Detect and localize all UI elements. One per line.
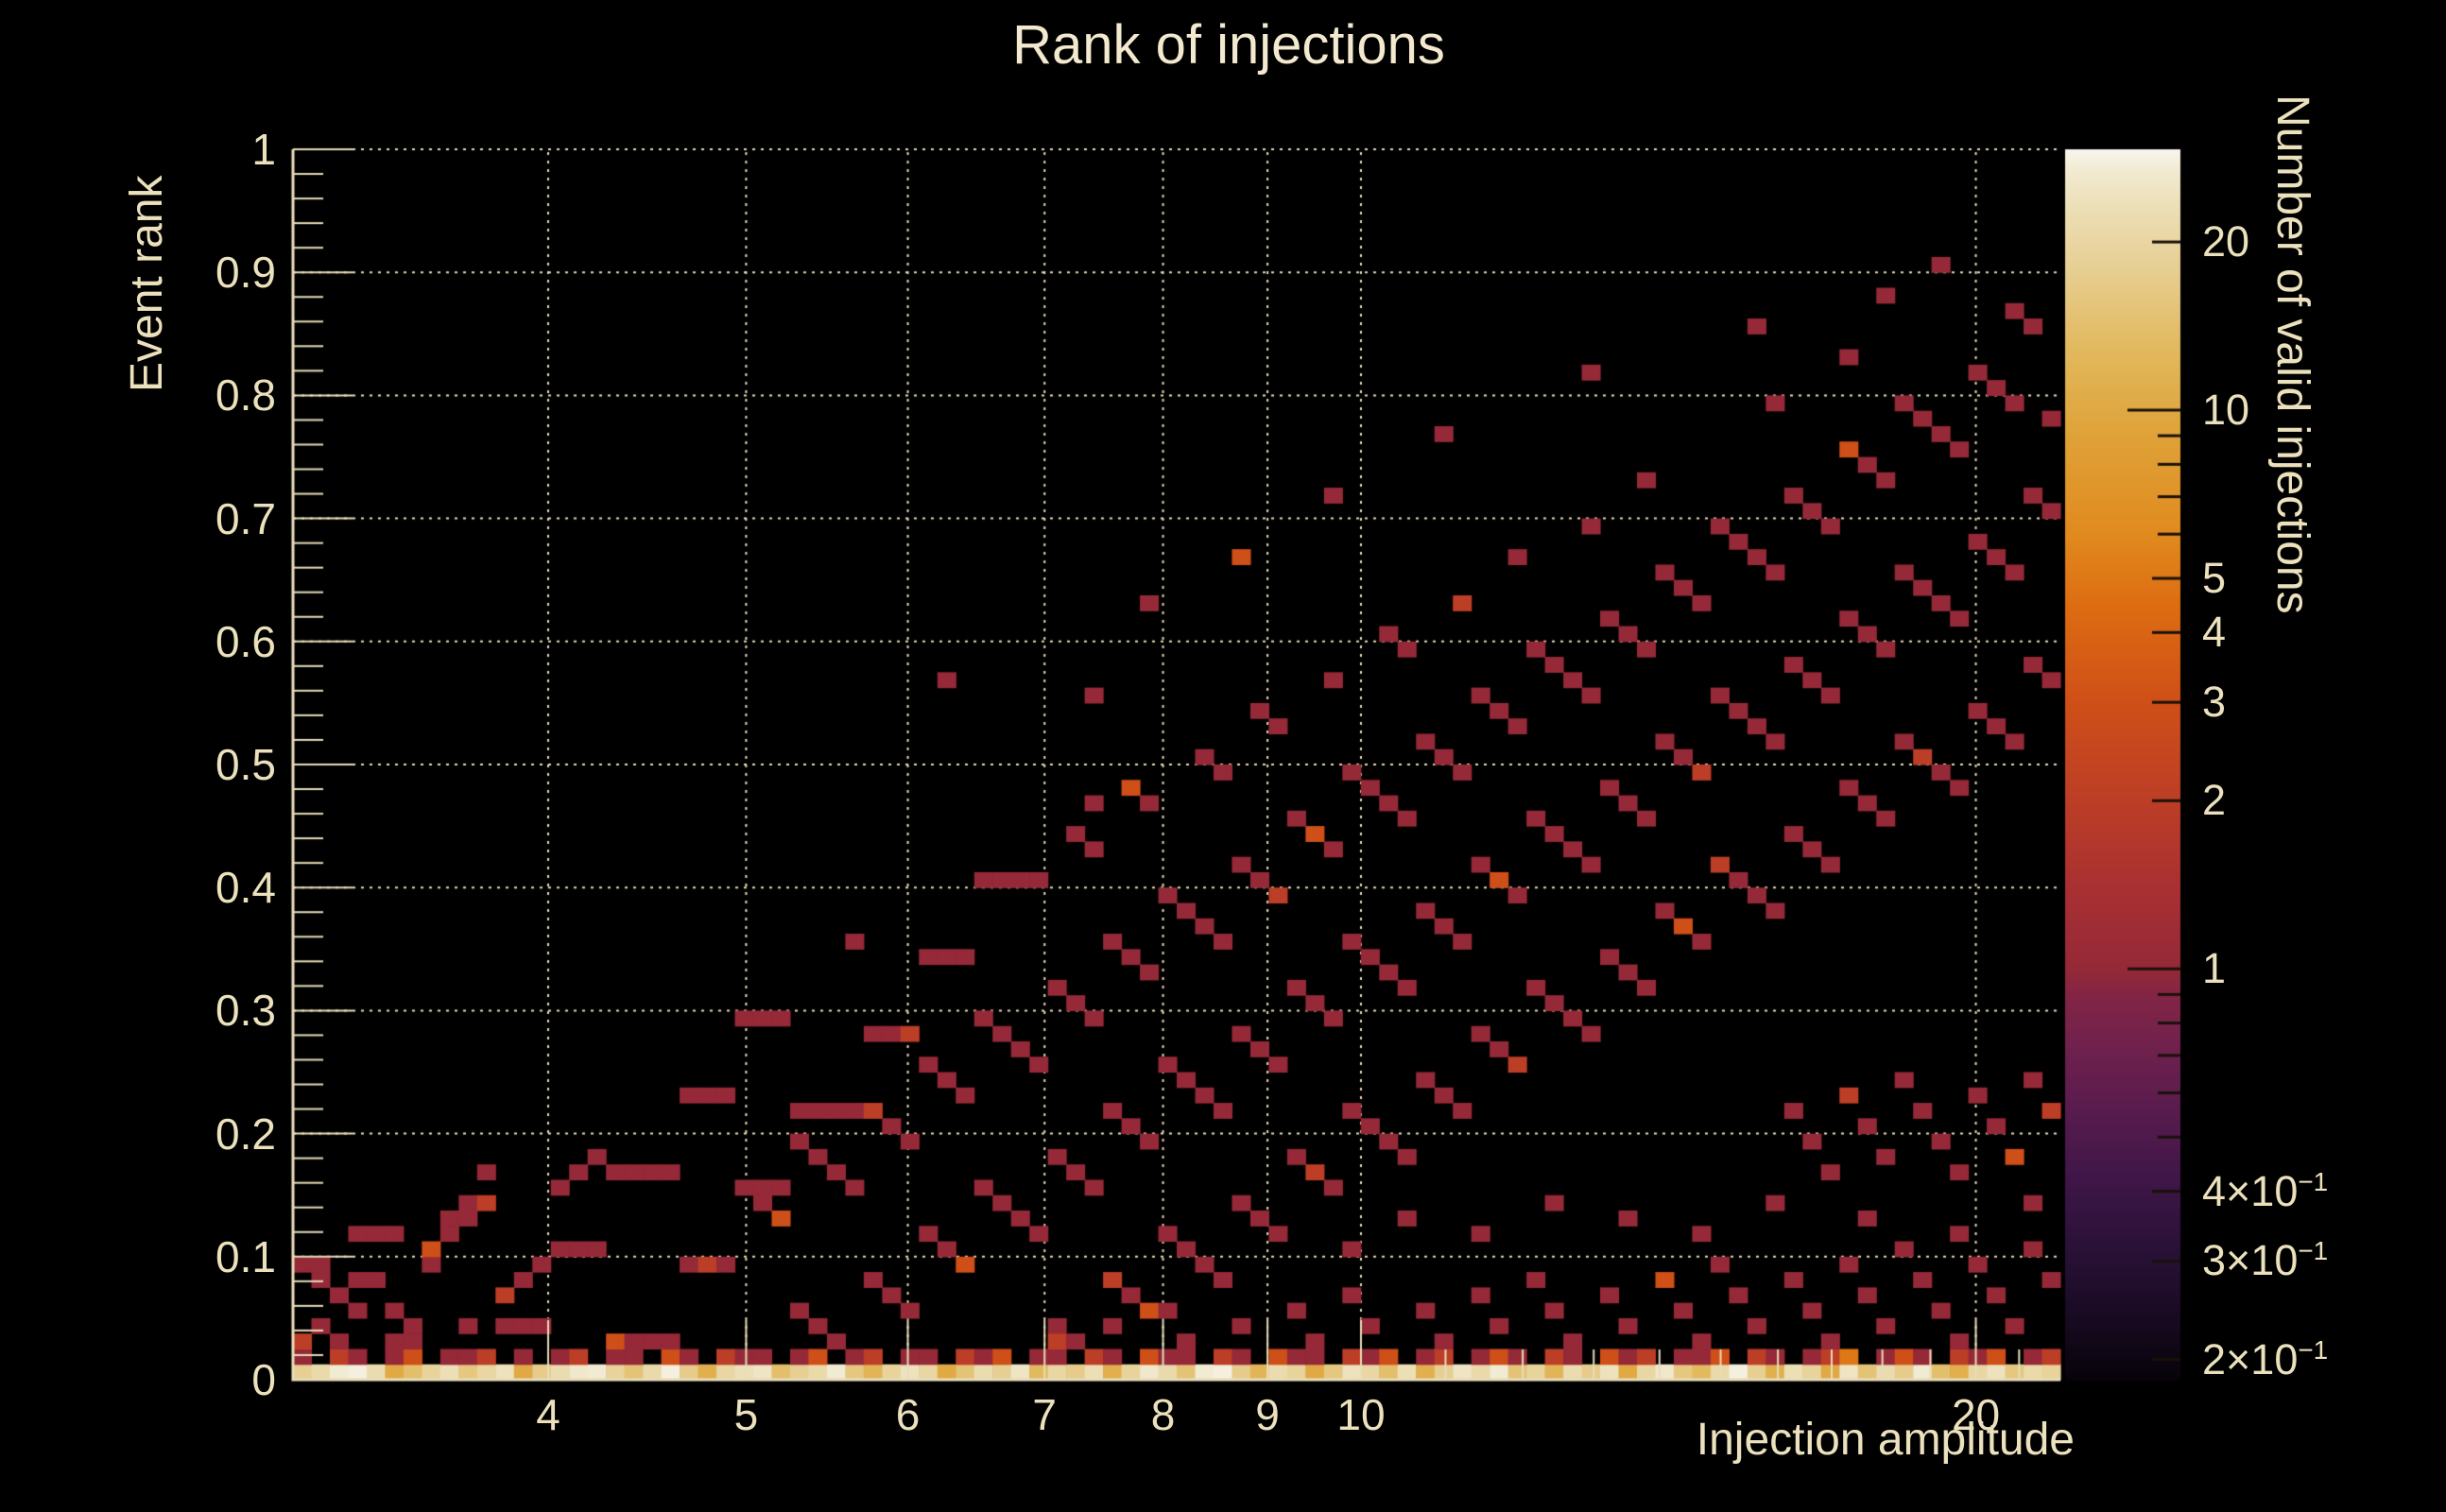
colorbar-tick-label: 10 xyxy=(2202,386,2250,435)
colorbar-tick-label: 2×10−1 xyxy=(2202,1334,2329,1383)
y-tick-label: 0.6 xyxy=(215,616,276,666)
y-tick-label: 0 xyxy=(251,1355,276,1404)
colorbar-tick-label: 2 xyxy=(2202,776,2227,825)
x-tick-label: 10 xyxy=(1336,1390,1386,1439)
x-tick-label: 9 xyxy=(1255,1390,1280,1439)
x-tick-label: 4 xyxy=(536,1390,560,1439)
colorbar-tick-label: 20 xyxy=(2202,217,2250,266)
x-tick-label: 20 xyxy=(1951,1390,2001,1439)
colorbar-tick-label: 4 xyxy=(2202,608,2227,657)
colorbar-tick-label: 4×10−1 xyxy=(2202,1166,2329,1215)
y-tick-label: 0.2 xyxy=(215,1108,276,1159)
colorbar-title: Number of valid injections xyxy=(2267,94,2317,614)
colorbar-tick-label: 1 xyxy=(2202,944,2227,993)
x-tick-label: 7 xyxy=(1032,1390,1058,1439)
y-tick-label: 0.1 xyxy=(215,1231,276,1281)
y-tick-label: 0.5 xyxy=(215,740,276,789)
x-axis-title: Injection amplitude xyxy=(1696,1415,2075,1465)
y-tick-label: 0.9 xyxy=(215,248,276,298)
y-tick-label: 0.3 xyxy=(215,986,276,1036)
colorbar-tick-label: 3×10−1 xyxy=(2202,1236,2329,1285)
x-tick-label: 5 xyxy=(733,1390,759,1439)
y-tick-label: 0.7 xyxy=(215,493,276,543)
y-tick-label: 0.8 xyxy=(215,370,276,421)
x-tick-label: 6 xyxy=(895,1390,921,1439)
y-tick-label: 1 xyxy=(251,125,276,174)
colorbar-tick-label: 5 xyxy=(2202,554,2227,603)
y-tick-label: 0.4 xyxy=(215,863,276,913)
colorbar-tick-label: 3 xyxy=(2202,678,2227,727)
chart-title: Rank of injections xyxy=(1012,14,1445,76)
x-tick-label: 8 xyxy=(1150,1390,1176,1439)
